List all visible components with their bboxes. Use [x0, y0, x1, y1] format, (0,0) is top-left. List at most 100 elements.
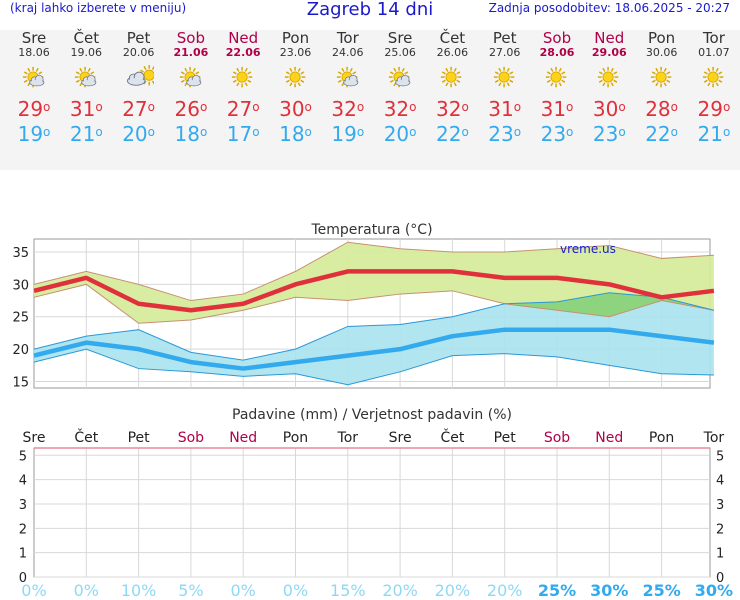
- y-tick-label-right: 2: [716, 522, 724, 537]
- day-date: 21.06: [173, 46, 209, 59]
- page-title: Zagreb 14 dni: [306, 0, 434, 20]
- sun-icon: [598, 66, 619, 88]
- y-tick-label-right: 3: [716, 498, 724, 513]
- x-tick-label: Pet: [494, 430, 517, 446]
- x-tick-label: Ned: [595, 430, 623, 446]
- watermark: vreme.us: [560, 242, 616, 256]
- precip-probability: 20%: [382, 581, 418, 600]
- max-temp-value: 27: [226, 97, 253, 121]
- sun-cloud-icon: [179, 66, 202, 88]
- day-date: 24.06: [332, 46, 364, 59]
- y-tick-label: 30: [12, 278, 29, 293]
- max-temp: 32o: [426, 97, 478, 121]
- x-tick-label: Sre: [389, 430, 412, 446]
- sun-icon: [493, 66, 514, 88]
- min-temp-value: 19: [17, 122, 44, 146]
- min-temp-line: [33, 327, 715, 371]
- day-date: 30.06: [645, 46, 678, 59]
- last-updated: Zadnja posodobitev: 18.06.2025 - 20:27: [488, 1, 730, 15]
- max-temp: 32o: [374, 97, 426, 121]
- day-column: Tor 24.06 32o 19 o: [322, 30, 374, 147]
- day-date: 20.06: [122, 46, 155, 59]
- degree-sign: o: [513, 125, 522, 139]
- y-tick-label-left: 5: [19, 449, 27, 464]
- day-date: 18.06: [18, 46, 50, 59]
- max-temp: 31o: [479, 97, 531, 121]
- temperature-chart: 15 20 25 30 35 Temperatura (°C) vreme.us: [12, 222, 715, 391]
- day-column: Pet 20.06 27o 20o: [113, 30, 165, 147]
- y-tick-label-left: 2: [19, 522, 27, 537]
- sun-icon: [232, 66, 253, 88]
- precip-probability: 20%: [435, 581, 471, 600]
- header: (kraj lahko izberete v meniju) Zagreb 14…: [0, 0, 740, 22]
- day-column: Sob 28.06 31o 23o: [531, 30, 583, 147]
- degree-sign: o: [304, 100, 312, 114]
- degree-sign: o: [722, 100, 731, 114]
- x-tick-label: Ned: [229, 430, 257, 446]
- degree-sign: o: [722, 125, 731, 139]
- day-date: 27.06: [488, 46, 521, 59]
- max-range-upper-edge: [33, 241, 714, 302]
- sun-icon: [284, 66, 305, 88]
- min-temp-value: 22: [645, 122, 671, 146]
- max-temp: 32o: [322, 97, 374, 121]
- precip-probability: 25%: [538, 581, 576, 600]
- max-range-lower-edge: [33, 283, 714, 324]
- min-temp: 19o: [8, 121, 60, 147]
- precip-probability: 30%: [590, 581, 628, 600]
- sun-cloud-icon: [388, 66, 411, 88]
- x-tick-label: Tor: [703, 430, 725, 446]
- degree-sign: o: [199, 100, 208, 114]
- min-temp-value: 21: [697, 122, 723, 146]
- day-column: Tor 01.07 29o 21o: [688, 30, 740, 147]
- degree-sign: o: [670, 125, 678, 139]
- degree-sign: o: [670, 100, 678, 114]
- degree-sign: o: [618, 125, 626, 139]
- degree-sign: o: [356, 100, 365, 114]
- degree-sign: o: [43, 125, 51, 139]
- day-name: Pet: [126, 29, 151, 47]
- min-temp-value: 19: [331, 122, 357, 146]
- day-name: Čet: [439, 29, 466, 47]
- sun-cloud-icon: [75, 66, 97, 88]
- day-date: 23.06: [279, 46, 312, 59]
- max-temp-value: 27: [122, 97, 148, 121]
- min-temp: 23o: [531, 121, 583, 147]
- degree-sign: o: [566, 125, 574, 139]
- degree-sign: o: [147, 100, 155, 114]
- y-tick-label-left: 1: [19, 547, 27, 562]
- max-temp-value: 30: [279, 97, 305, 121]
- degree-sign: o: [513, 100, 522, 114]
- max-temp: 28o: [636, 97, 688, 121]
- y-tick-label-right: 1: [716, 547, 724, 562]
- max-temp-value: 32: [435, 97, 462, 121]
- min-temp: 21o: [688, 121, 740, 147]
- y-tick-label: 25: [12, 311, 29, 326]
- day-name: Tor: [336, 29, 359, 47]
- y-tick-label-right: 4: [716, 474, 724, 489]
- x-tick-label: Sob: [178, 430, 204, 446]
- day-name: Ned: [594, 29, 625, 47]
- max-temp-value: 31: [540, 97, 567, 121]
- max-temp-value: 29: [697, 97, 723, 121]
- min-temp-value: 17: [226, 122, 253, 146]
- max-temp-line: [33, 269, 715, 313]
- min-temp-value: 20: [383, 122, 410, 146]
- day-name: Ned: [228, 29, 259, 47]
- degree-sign: o: [252, 100, 260, 114]
- day-name: Pet: [492, 29, 517, 47]
- min-range-lower-edge: [33, 348, 714, 386]
- location-menu-hint[interactable]: (kraj lahko izberete v meniju): [10, 1, 187, 15]
- x-tick-label: Sob: [544, 430, 570, 446]
- degree-sign: o: [618, 100, 626, 114]
- y-tick-label-left: 0: [19, 571, 27, 586]
- max-temp: 29o: [8, 97, 60, 121]
- day-name: Sob: [176, 29, 205, 47]
- day-name: Sre: [21, 29, 47, 47]
- degree-sign: o: [199, 125, 208, 139]
- max-temp: 27o: [113, 97, 165, 121]
- min-temp: 18o: [165, 121, 217, 147]
- x-tick-label: Pon: [649, 430, 674, 446]
- day-name: Čet: [73, 29, 100, 47]
- day-column: Ned 29.06 30o 23o: [583, 30, 635, 147]
